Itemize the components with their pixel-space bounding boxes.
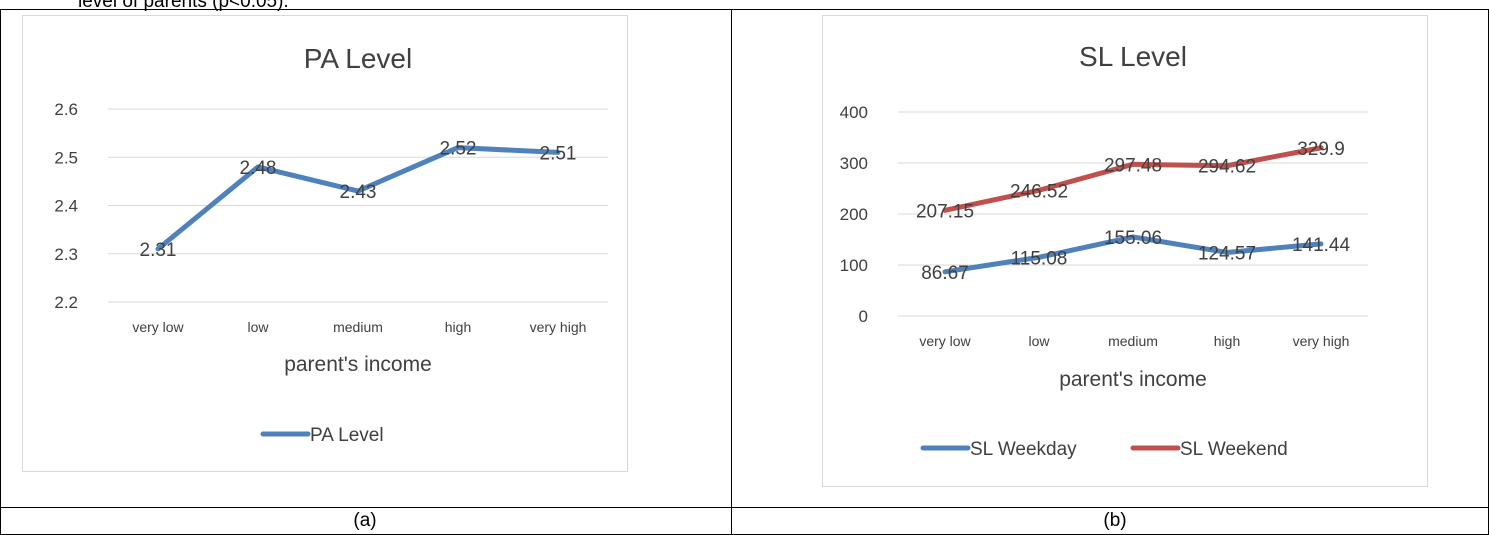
data-label: 141.44 (1292, 235, 1351, 256)
table-border-left (0, 9, 1, 535)
series-line-0 (942, 234, 1324, 275)
data-label: 124.57 (1198, 243, 1256, 264)
data-label: 155.06 (1104, 228, 1162, 249)
data-label: 297.48 (1104, 155, 1162, 176)
y-tick-label: 2.3 (54, 245, 78, 264)
y-tick-label: 200 (840, 205, 868, 224)
x-tick-label: high (445, 319, 471, 335)
data-label: 246.52 (1010, 181, 1068, 202)
y-tick-label: 400 (840, 103, 868, 122)
series-line-1 (942, 145, 1324, 213)
data-label: 2.51 (540, 143, 577, 164)
data-label: 115.08 (1011, 248, 1068, 269)
x-axis-label: parent's income (284, 353, 432, 376)
data-label: 2.31 (140, 240, 177, 261)
y-tick-label: 100 (840, 256, 868, 275)
y-tick-label: 0 (859, 307, 868, 326)
data-label: 86.67 (921, 263, 969, 284)
x-tick-label: very high (1293, 333, 1350, 349)
x-tick-label: low (247, 319, 269, 335)
data-label: 329.9 (1297, 139, 1345, 160)
data-label: 2.43 (340, 182, 377, 203)
x-tick-label: very low (132, 319, 184, 335)
series-line-0 (155, 145, 561, 252)
caption-a: (a) (353, 510, 377, 531)
x-tick-label: medium (1108, 333, 1158, 349)
table-border-middle (0, 507, 1489, 508)
chart-title: SL Level (1079, 41, 1187, 72)
y-tick-label: 2.6 (54, 100, 78, 119)
chart-b-frame: SL Level 0 100 200 300 400 very low low medium hi… (822, 15, 1428, 487)
y-tick-label: 2.5 (54, 148, 78, 167)
data-label: 2.52 (440, 139, 477, 160)
chart-b-svg: SL Level 0 100 200 300 400 very low low medium hi… (840, 41, 1368, 460)
chart-title: PA Level (304, 43, 412, 74)
x-tick-label: high (1214, 333, 1240, 349)
chart-a-frame: PA Level 2.2 2.3 2.4 2.5 2.6 very low low medium… (22, 15, 628, 472)
x-tick-label: low (1028, 333, 1050, 349)
y-tick-label: 2.2 (54, 293, 78, 312)
y-tick-label: 2.4 (54, 197, 78, 216)
x-tick-label: medium (333, 319, 383, 335)
chart-a-svg: PA Level 2.2 2.3 2.4 2.5 2.6 very low low medium… (54, 43, 608, 446)
y-tick-label: 300 (840, 154, 868, 173)
legend-label: SL Weekday (970, 439, 1077, 460)
legend-label: PA Level (310, 425, 384, 446)
x-axis-label: parent's income (1059, 368, 1207, 391)
legend-label: SL Weekend (1180, 439, 1288, 460)
caption-b: (b) (1103, 510, 1127, 531)
table-border-center (731, 9, 732, 535)
table-border-top (0, 9, 1489, 10)
x-tick-label: very high (530, 319, 587, 335)
data-label: 2.48 (240, 158, 277, 179)
data-label: 207.15 (916, 201, 974, 222)
x-tick-label: very low (919, 333, 971, 349)
data-label: 294.62 (1198, 157, 1256, 178)
